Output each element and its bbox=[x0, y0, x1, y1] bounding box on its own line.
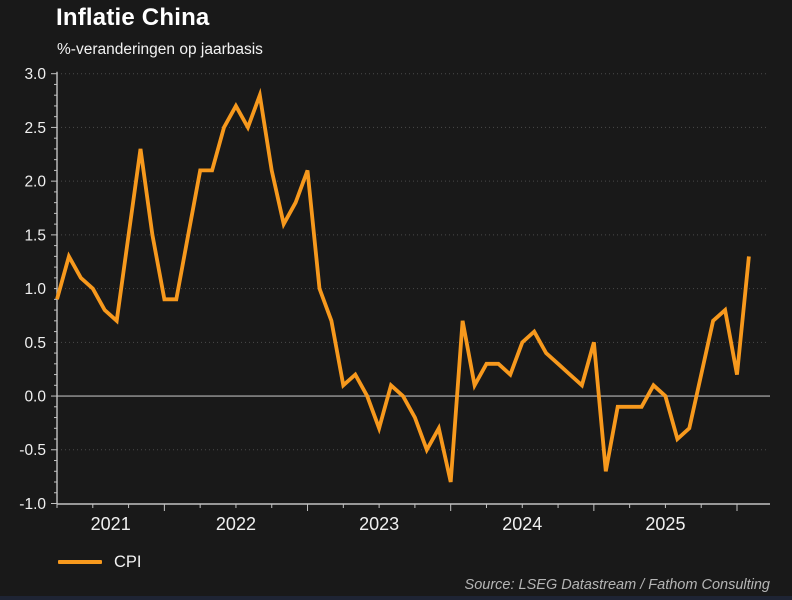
y-tick-label: 1.5 bbox=[24, 227, 46, 244]
x-year-label: 2024 bbox=[502, 514, 542, 534]
x-year-label: 2023 bbox=[359, 514, 399, 534]
legend: CPI bbox=[58, 551, 142, 573]
chart-title: Inflatie China bbox=[56, 4, 210, 31]
x-year-label: 2025 bbox=[645, 514, 685, 534]
bottom-accent-bar bbox=[0, 596, 792, 600]
x-year-label: 2022 bbox=[216, 514, 256, 534]
cpi-line bbox=[55, 87, 751, 483]
y-tick-label: 3.0 bbox=[24, 66, 46, 83]
y-tick-label: 0.5 bbox=[24, 335, 46, 352]
legend-label-cpi: CPI bbox=[114, 552, 142, 571]
y-tick-label: 1.0 bbox=[24, 281, 46, 298]
x-year-label: 2021 bbox=[91, 514, 131, 534]
source-attribution: Source: LSEG Datastream / Fathom Consult… bbox=[464, 577, 770, 593]
y-tick-label: 2.5 bbox=[24, 120, 46, 137]
y-tick-label: -1.0 bbox=[19, 496, 46, 513]
cpi-line-swatch bbox=[58, 560, 102, 564]
y-tick-label: -0.5 bbox=[19, 442, 46, 459]
y-tick-label: 2.0 bbox=[24, 174, 46, 191]
y-tick-label: 0.0 bbox=[24, 388, 46, 405]
chart-subtitle: %-veranderingen op jaarbasis bbox=[57, 41, 263, 58]
